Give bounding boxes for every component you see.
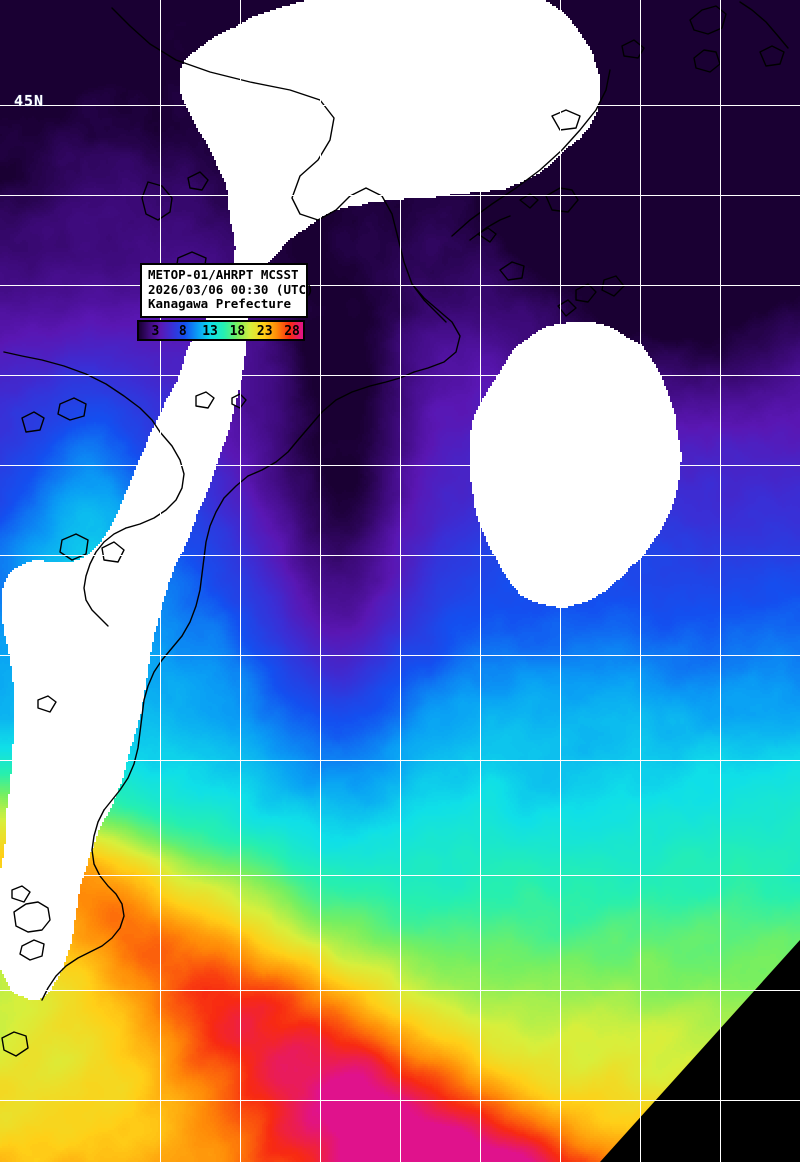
colorbar-tick-23: 23 xyxy=(256,324,273,339)
colorbar-tick-3: 3 xyxy=(151,324,160,339)
colorbar-gradient xyxy=(139,322,303,339)
product-title-line: METOP-01/AHRPT MCSST xyxy=(148,267,299,282)
colorbar-tick-28: 28 xyxy=(284,324,300,339)
product-region-line: Kanagawa Prefecture xyxy=(148,296,291,311)
colorbar-tick-labels: 3 8 13 18 23 28 xyxy=(139,322,303,339)
colorbar-tick-18: 18 xyxy=(229,324,246,339)
annotation-panel: METOP-01/AHRPT MCSST 2026/03/06 00:30 (U… xyxy=(140,263,314,318)
product-datetime-line: 2026/03/06 00:30 (UTC) xyxy=(148,281,314,297)
sst-colorbar: 3 8 13 18 23 28 xyxy=(137,320,305,341)
colorbar-tick-13: 13 xyxy=(202,324,218,339)
colorbar-tick-8: 8 xyxy=(178,324,187,339)
